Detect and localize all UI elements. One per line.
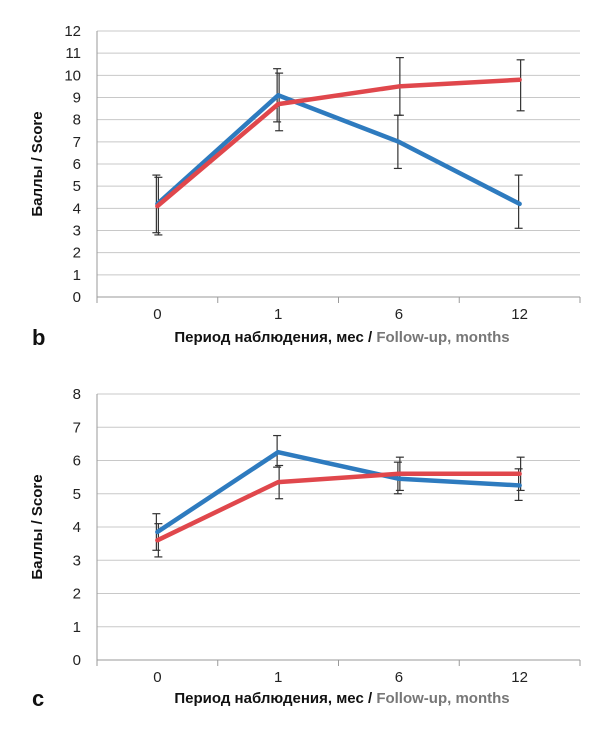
x-tick-label: 6 <box>395 669 403 686</box>
grid-lines <box>97 30 580 276</box>
y-tick-label: 5 <box>73 178 81 195</box>
y-tick-label: 0 <box>73 652 81 669</box>
y-tick-label: 11 <box>65 45 81 62</box>
x-tick-labels: 0 1 6 12 <box>153 669 528 686</box>
y-tick-label: 8 <box>73 112 81 129</box>
series-lines <box>155 77 522 209</box>
x-axis-label-ru: Период наблюдения, мес <box>174 329 363 346</box>
x-tick-label: 1 <box>274 669 282 686</box>
x-tick-label: 1 <box>274 306 282 323</box>
y-tick-label: 10 <box>64 67 81 84</box>
error-bars <box>152 56 525 236</box>
y-tick-label: 9 <box>73 90 81 107</box>
axis-lines <box>96 31 581 303</box>
series-lines <box>155 449 522 543</box>
y-axis-label: Баллы / Score <box>29 474 46 579</box>
x-axis-label: Период наблюдения, мес / Follow-up, mont… <box>174 690 509 707</box>
y-tick-label: 2 <box>73 586 81 603</box>
y-tick-label: 12 <box>64 23 81 40</box>
x-tick-label: 12 <box>511 306 528 323</box>
y-tick-label: 2 <box>73 245 81 262</box>
grid-lines <box>97 393 580 628</box>
y-tick-labels: 0 1 2 3 4 5 6 7 8 <box>73 386 81 669</box>
series-line-blue <box>155 93 522 207</box>
y-tick-label: 4 <box>73 200 81 217</box>
y-tick-label: 1 <box>73 267 81 284</box>
y-tick-label: 3 <box>73 223 81 240</box>
panel-label: c <box>32 686 44 711</box>
y-axis-label: Баллы / Score <box>29 111 46 216</box>
series-line-red <box>155 77 522 209</box>
y-tick-label: 4 <box>73 519 81 536</box>
y-tick-label: 7 <box>73 419 81 436</box>
x-tick-labels: 0 1 6 12 <box>153 306 528 323</box>
x-axis-label: Период наблюдения, мес / Follow-up, mont… <box>174 329 509 346</box>
y-tick-label: 7 <box>73 134 81 151</box>
y-tick-label: 3 <box>73 552 81 569</box>
x-tick-label: 0 <box>153 306 161 323</box>
series-line-red <box>155 471 522 543</box>
x-axis-label-en: Follow-up, months <box>376 690 509 707</box>
y-tick-label: 8 <box>73 386 81 403</box>
x-axis-label-separator: / <box>364 329 377 346</box>
y-tick-label: 1 <box>73 619 81 636</box>
panel-label: b <box>32 325 45 350</box>
x-tick-label: 12 <box>511 669 528 686</box>
x-axis-label-separator: / <box>364 690 377 707</box>
x-tick-label: 0 <box>153 669 161 686</box>
y-tick-label: 0 <box>73 289 81 306</box>
y-tick-label: 6 <box>73 156 81 173</box>
x-axis-label-en: Follow-up, months <box>376 329 509 346</box>
axis-lines <box>96 394 581 666</box>
series-line-blue <box>155 449 522 535</box>
x-tick-label: 6 <box>395 306 403 323</box>
x-axis-label-ru: Период наблюдения, мес <box>174 690 363 707</box>
y-tick-label: 5 <box>73 486 81 503</box>
y-tick-label: 6 <box>73 453 81 470</box>
